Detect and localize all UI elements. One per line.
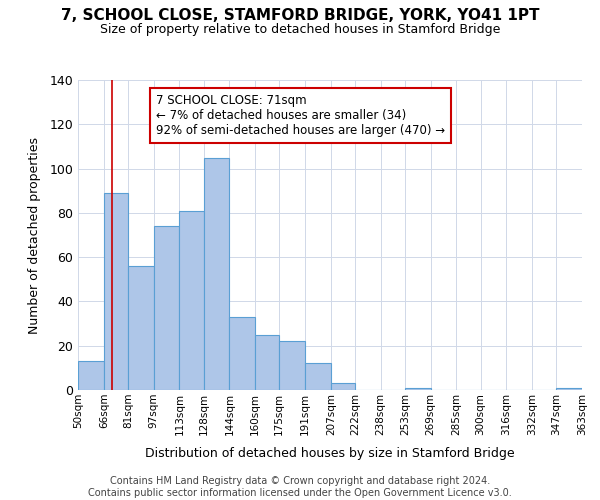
Bar: [405, 388, 431, 390]
Bar: [229, 317, 255, 390]
Bar: [154, 226, 179, 390]
Bar: [556, 388, 582, 390]
Text: 7, SCHOOL CLOSE, STAMFORD BRIDGE, YORK, YO41 1PT: 7, SCHOOL CLOSE, STAMFORD BRIDGE, YORK, …: [61, 8, 539, 22]
Bar: [203, 158, 229, 390]
Bar: [305, 364, 331, 390]
Text: Distribution of detached houses by size in Stamford Bridge: Distribution of detached houses by size …: [145, 448, 515, 460]
Y-axis label: Number of detached properties: Number of detached properties: [28, 136, 41, 334]
Bar: [78, 361, 104, 390]
Text: 7 SCHOOL CLOSE: 71sqm
← 7% of detached houses are smaller (34)
92% of semi-detac: 7 SCHOOL CLOSE: 71sqm ← 7% of detached h…: [156, 94, 445, 137]
Bar: [255, 334, 279, 390]
Bar: [331, 384, 355, 390]
Text: Contains HM Land Registry data © Crown copyright and database right 2024.
Contai: Contains HM Land Registry data © Crown c…: [88, 476, 512, 498]
Bar: [279, 342, 305, 390]
Bar: [104, 193, 128, 390]
Bar: [179, 210, 203, 390]
Text: Size of property relative to detached houses in Stamford Bridge: Size of property relative to detached ho…: [100, 22, 500, 36]
Bar: [128, 266, 154, 390]
